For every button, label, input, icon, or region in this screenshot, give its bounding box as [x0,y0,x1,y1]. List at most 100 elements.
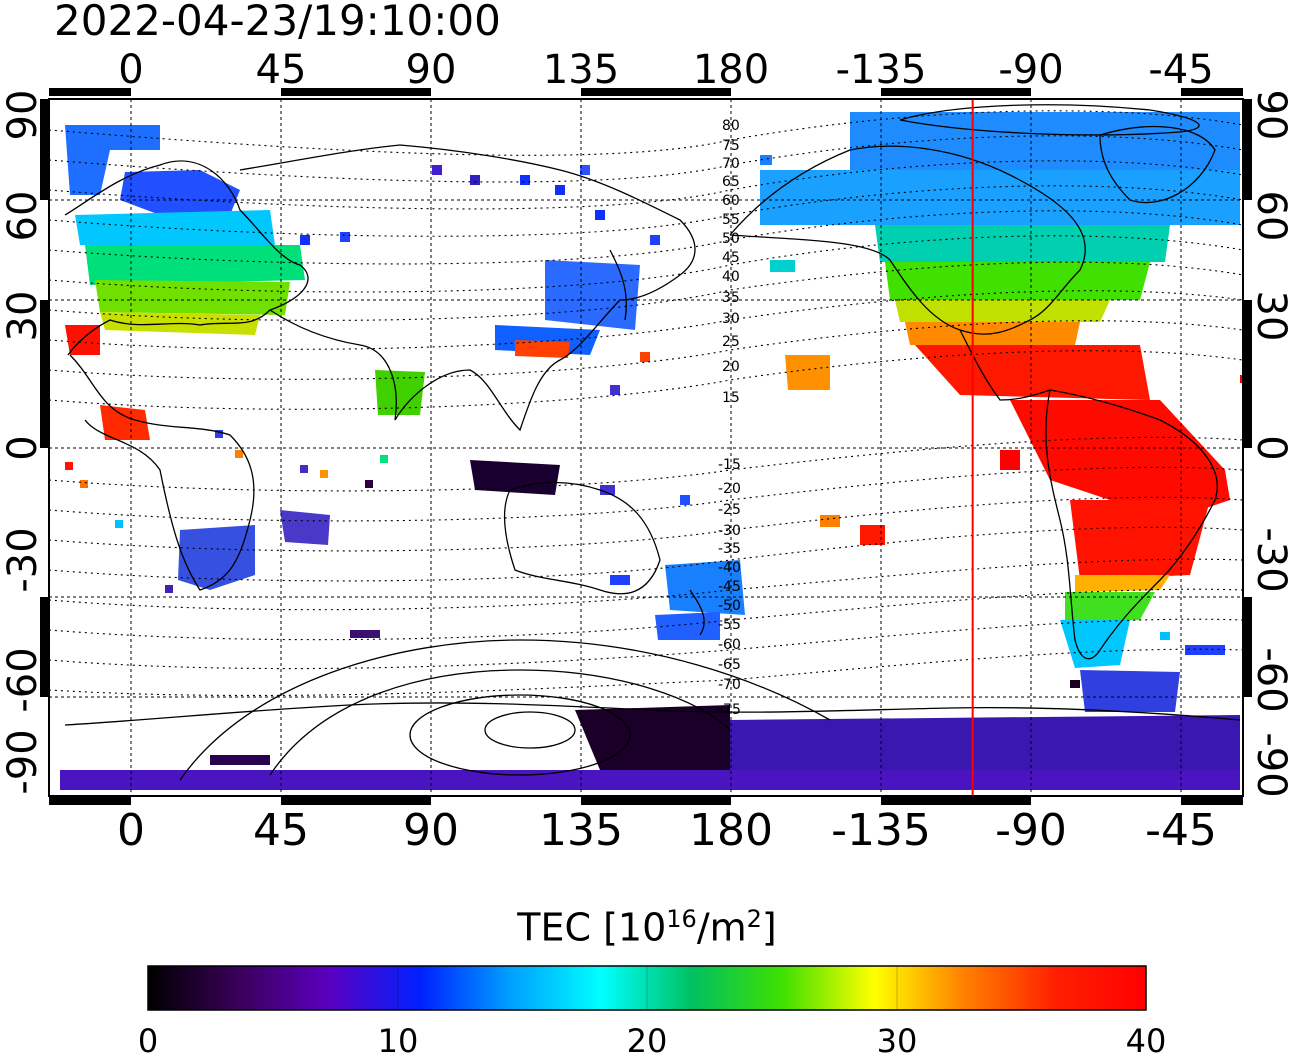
tec-patch-antarctic-band [60,770,1240,790]
coast-europe [64,160,309,356]
tec-patch-canada [760,170,1240,225]
tec-patch-indonesia [470,460,560,495]
tec-patch-south-africa [178,525,255,590]
timestamp-title: 2022-04-23/19:10:00 [54,0,501,45]
lon-label: -135 [831,805,931,856]
tec-patch-na-north [875,225,1170,262]
lat-label: -60 [1248,647,1294,712]
contour-label: -65 [718,657,741,673]
coast-africa [69,354,255,591]
tec-patch-sa-north [1010,400,1230,520]
colorbar-title: TEC [1016/m2] [0,905,1294,950]
contour-label: 70 [722,156,740,172]
colorbar-tick-label: 10 [377,1022,419,1060]
lon-label: 90 [403,805,459,856]
tec-patch-india [375,370,425,415]
lon-label: -90 [995,805,1067,856]
contour-label: 50 [722,231,740,247]
tec-patch-hawaii [785,355,830,390]
tec-patch-sa-south-orange [1075,575,1170,592]
lat-label: -90 [1248,732,1294,797]
tec-patch-central-america [915,345,1150,400]
bottom-lon-labels: 0 45 90 135 180 -135 -90 -45 [117,805,1217,856]
lat-label: -90 [0,729,46,794]
contour-label: -60 [718,637,741,653]
tec-patches [60,112,1240,790]
left-lat-labels: 90 60 30 0 -30 -60 -90 [0,90,46,795]
contour-label: 45 [722,250,740,266]
coastlines [64,126,1241,726]
lon-label: 0 [117,805,145,856]
contour-label: -35 [718,541,741,557]
lon-label: 135 [543,47,619,93]
tec-patch-japan [545,260,640,330]
map-frame [48,98,1244,797]
contour-labels: 80 75 70 65 60 55 50 45 40 35 30 25 20 1… [718,118,741,718]
tec-patch-madagascar [280,510,330,545]
lon-label: 135 [539,805,623,856]
lat-label: 60 [0,191,46,242]
pole-contours [179,104,1200,781]
lon-label: 180 [693,47,769,93]
lat-label: -60 [0,647,46,712]
coast-south-america [1045,389,1218,660]
lon-label: 180 [689,805,773,856]
lon-label: 45 [256,47,307,93]
lon-label: -135 [836,47,927,93]
colorbar-tick-label: 20 [626,1022,668,1060]
geomagnetic-lines [49,110,1243,697]
coast-greenland [1099,126,1216,204]
contour-label: 80 [722,118,740,134]
tec-patch-europe-north [75,210,275,245]
lat-label: 30 [1248,291,1294,342]
tec-patch-europe-south [95,280,290,315]
coast-japan [609,249,627,321]
coast-asia-south [269,299,621,432]
tec-patch-scandinavia [120,170,240,215]
tec-patch-nz [655,612,720,640]
contour-label: -40 [718,560,741,576]
contour-label: -30 [718,523,741,539]
contour-label: 25 [722,334,740,350]
colorbar-title-exponent: 16 [666,905,697,933]
lon-label: 45 [253,805,309,856]
coast-australia [503,481,661,595]
colorbar [147,965,1147,1011]
contour-label: 30 [722,311,740,327]
right-lat-labels: 90 60 30 0 -30 -60 -90 [1248,90,1294,798]
contour-label: 55 [722,212,740,228]
top-lon-labels: 0 45 90 135 180 -135 -90 -45 [118,47,1213,93]
contour-label: 15 [722,390,740,406]
tec-patch-australia-se [665,560,745,615]
colorbar-ticks [397,966,898,1010]
colorbar-tick-label: 40 [1125,1022,1167,1060]
tec-patch-antarctic-east [730,715,1240,785]
lon-label: 0 [118,47,143,93]
colorbar-tick-label: 0 [137,1022,159,1060]
contour-label: 65 [722,174,740,190]
tec-patch-arctic-europe [65,125,160,195]
colorbar-title-unit: /m [696,905,747,950]
contour-label: -20 [718,481,741,497]
colorbar-title-prefix: TEC [10 [517,905,667,950]
tec-patch-na-mid [885,262,1150,300]
lon-label: -90 [998,47,1063,93]
axis-ticks [40,88,1252,805]
contour-label: -25 [718,502,741,518]
tec-patch-drake [1080,670,1180,712]
contour-label: 35 [722,290,740,306]
colorbar-title-exponent2: 2 [746,905,762,933]
coast-central-america [959,329,1051,401]
coast-nz [689,589,705,636]
lat-label: 90 [1248,90,1294,141]
contour-label: -75 [718,702,741,718]
contour-label: 75 [722,138,740,154]
tec-patch-china-east-red [515,340,570,358]
contour-label: -70 [718,677,741,693]
tec-patch-na-south [895,300,1110,322]
contour-label: -15 [718,457,741,473]
graticule [49,99,1243,796]
tec-patch-antarctic-strip [210,755,270,765]
colorbar-title-suffix: ] [761,905,777,950]
